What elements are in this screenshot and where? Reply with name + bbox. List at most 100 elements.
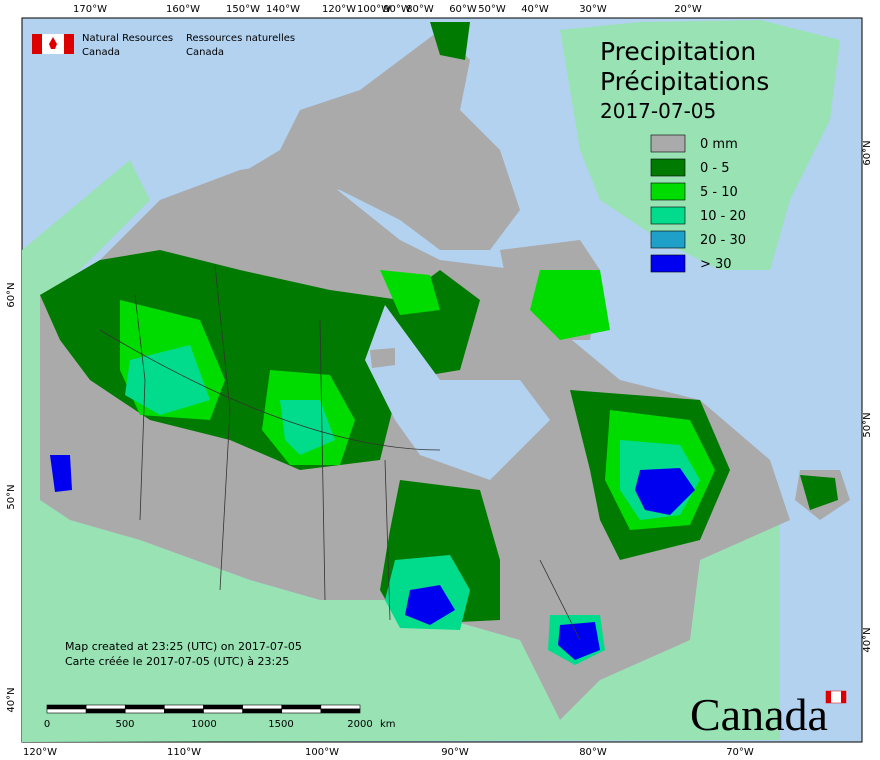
longitude-label: 120°W: [322, 4, 356, 15]
legend-swatch: [650, 230, 686, 249]
scale-segment: [46, 708, 87, 714]
longitude-label: 120°W: [23, 747, 57, 758]
legend-label: 0 mm: [700, 137, 738, 152]
scale-segment: [281, 708, 322, 714]
org-fr: Canada: [186, 47, 224, 58]
latitude-label: 40°N: [862, 627, 873, 652]
latitude-label: 60°N: [862, 140, 873, 165]
longitude-label: 100°W: [357, 4, 391, 15]
latitude-label: 50°N: [6, 484, 17, 509]
legend-swatch: [650, 206, 686, 225]
latitude-label: 60°N: [6, 282, 17, 307]
legend-swatch: [650, 182, 686, 201]
wordmark-flag-bar: [826, 691, 831, 703]
hudson-bay: [365, 305, 550, 480]
header-flag: [32, 34, 74, 54]
longitude-label: 160°W: [166, 4, 200, 15]
zone-gt-30: [50, 455, 72, 492]
graticule-labels: 170°W 160°W 150°W 140°W 120°W 100°W90°W80°W 60…: [6, 4, 873, 758]
scale-bar: 0 500 1000 1500 2000 km: [44, 704, 396, 730]
legend: 0 mm 0 - 5 5 - 10 10 - 20 20 - 30 > 30: [650, 134, 746, 273]
note: Carte créée le 2017-07-05 (UTC) à 23:25: [65, 655, 289, 668]
boundary: [134, 294, 146, 521]
longitude-label: 40°W: [521, 4, 549, 15]
scale-segment: [164, 704, 204, 710]
wordmark-flag-bar: [841, 691, 846, 703]
legend-swatch: [650, 158, 686, 177]
scale-label: 1000: [191, 719, 216, 730]
org-en: Canada: [82, 47, 120, 58]
island: [370, 348, 395, 368]
scale-segment: [242, 708, 283, 714]
longitude-label: 150°W: [226, 4, 260, 15]
legend-label: 5 - 10: [700, 185, 738, 200]
flag-bar: [64, 34, 74, 54]
scale-segment: [281, 704, 322, 710]
longitude-label: 50°W: [478, 4, 506, 15]
greenland: [560, 20, 840, 270]
scale-label: 2000: [347, 719, 372, 730]
scale-segment: [46, 704, 87, 710]
scale-segment: [203, 704, 243, 710]
scale-unit: km: [380, 719, 396, 730]
scale-segment: [85, 704, 126, 710]
title-fr: Précipitations: [600, 67, 769, 96]
boundary: [214, 264, 231, 591]
latitude-label: 40°N: [6, 687, 17, 712]
longitude-label: 140°W: [266, 4, 300, 15]
legend-swatch: [650, 134, 686, 153]
longitude-label: 70°W: [726, 747, 754, 758]
longitude-label: 100°W: [305, 747, 339, 758]
zone-10-20: [125, 345, 210, 415]
longitude-label: 80°W: [406, 4, 434, 15]
usa: [22, 160, 780, 742]
longitude-label: 90°W: [383, 4, 411, 15]
arctic-islands: [230, 30, 520, 250]
longitude-label: 20°W: [674, 4, 702, 15]
scale-segment: [320, 704, 361, 710]
longitude-label: 30°W: [579, 4, 607, 15]
org-en: Natural Resources: [82, 33, 173, 44]
longitude-label: 60°W: [449, 4, 477, 15]
zone-gt-30: [405, 585, 455, 625]
wordmark: Canada: [690, 689, 828, 740]
zone-5-10: [530, 270, 610, 340]
scale-segment: [124, 708, 165, 714]
legend-label: 20 - 30: [700, 233, 746, 248]
longitude-label: 90°W: [441, 747, 469, 758]
zone-gt-30: [635, 468, 695, 515]
legend-swatch: [650, 254, 686, 273]
zone-5-10: [380, 270, 440, 315]
scale-segment: [242, 704, 283, 710]
ellesmere-green: [430, 22, 470, 60]
org-fr: Ressources naturelles: [186, 33, 295, 44]
legend-label: > 30: [700, 257, 732, 272]
flag-leaf: [49, 37, 57, 49]
scale-label: 500: [115, 719, 134, 730]
boundary: [99, 329, 441, 451]
flag-bar: [32, 34, 42, 54]
longitude-label: 110°W: [167, 747, 201, 758]
legend-label: 0 - 5: [700, 161, 730, 176]
longitude-label: 80°W: [579, 747, 607, 758]
scale-segment: [203, 708, 243, 714]
scale-segment: [85, 708, 126, 714]
map-date: 2017-07-05: [600, 99, 716, 123]
scale-label: 1500: [268, 719, 293, 730]
scale-segment: [164, 708, 204, 714]
boundaries: [99, 264, 581, 641]
zone-0-5: [800, 475, 838, 510]
scale-label: 0: [44, 719, 50, 730]
latitude-label: 50°N: [862, 412, 873, 437]
legend-label: 10 - 20: [700, 209, 746, 224]
wordmark-group: Canada: [690, 689, 847, 740]
scale-segment: [320, 708, 361, 714]
scale-segment: [124, 704, 165, 710]
title-en: Precipitation: [600, 37, 756, 66]
zone-gt-30: [558, 622, 600, 660]
note: Map created at 23:25 (UTC) on 2017-07-05: [65, 640, 302, 653]
boundary: [319, 319, 326, 601]
boundary: [539, 559, 581, 641]
